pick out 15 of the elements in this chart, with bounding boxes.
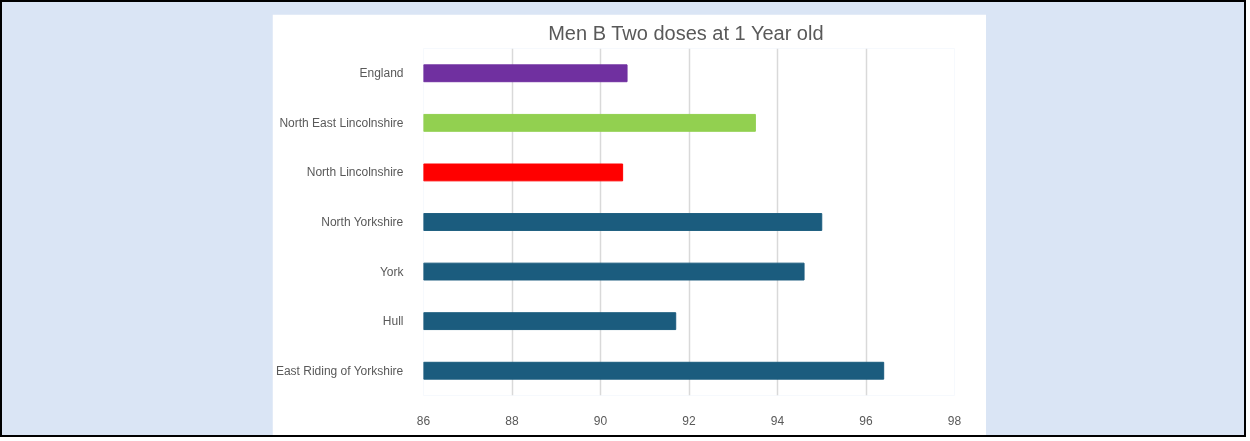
x-tick-label: 96: [859, 413, 873, 428]
y-tick-label: York: [379, 264, 405, 279]
x-tick-label: 98: [947, 413, 962, 428]
x-tick-label: 88: [505, 413, 519, 428]
x-tick-label: 92: [682, 413, 696, 428]
y-tick-label: Hull: [382, 314, 404, 329]
x-tick-label: 86: [416, 413, 431, 428]
chart-title: Men B Two doses at 1 Year old: [548, 21, 824, 44]
y-tick-label: North East Lincolnshire: [279, 115, 404, 130]
y-tick-label: England: [359, 66, 404, 81]
x-tick-label: 94: [770, 413, 785, 428]
y-tick-label: North Lincolnshire: [306, 165, 404, 180]
y-tick-label: East Riding of Yorkshire: [275, 363, 404, 378]
x-tick-label: 90: [593, 413, 608, 428]
y-tick-label: North Yorkshire: [321, 215, 404, 229]
